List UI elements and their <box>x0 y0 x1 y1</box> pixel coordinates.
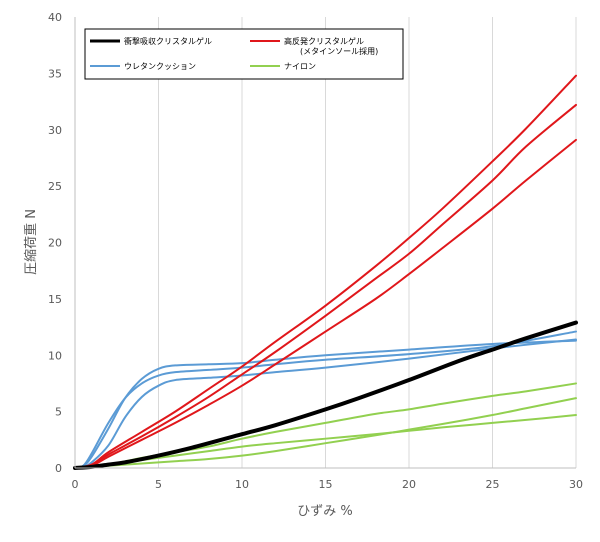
x-tick-label-1: 5 <box>155 478 162 491</box>
legend-sublabel-1: (メタインソール採用) <box>300 46 378 56</box>
series-line-1 <box>74 103 577 469</box>
series-line-9 <box>74 397 577 469</box>
x-tick-label-2: 10 <box>235 478 249 491</box>
x-tick-label-4: 20 <box>402 478 416 491</box>
series-line-6 <box>74 338 577 469</box>
legend-label-1: 高反発クリスタルゲル <box>284 36 364 46</box>
y-tick-label-7: 35 <box>48 67 62 80</box>
y-tick-label-3: 15 <box>48 293 62 306</box>
series-layer <box>73 74 578 470</box>
grid-layer <box>158 17 577 468</box>
legend-label-3: ナイロン <box>284 62 316 71</box>
legend-box <box>84 28 404 80</box>
y-tick-label-2: 10 <box>48 349 62 362</box>
y-tick-label-1: 5 <box>55 406 62 419</box>
legend-label-0: 衝撃吸収クリスタルゲル <box>124 36 212 46</box>
y-tick-label-5: 25 <box>48 180 62 193</box>
series-line-5 <box>74 330 577 469</box>
x-tick-label-3: 15 <box>319 478 333 491</box>
tick-layer: 0 5 10 15 20 25 30 0 5 10 15 20 25 30 35 40 <box>48 11 583 491</box>
series-line-0 <box>73 320 578 470</box>
y-tick-label-6: 30 <box>48 124 62 137</box>
series-line-4 <box>74 339 577 469</box>
x-axis-title: ひずみ % <box>297 504 353 519</box>
x-tick-label-5: 25 <box>486 478 500 491</box>
y-tick-label-4: 20 <box>48 237 62 250</box>
series-line-3 <box>74 138 577 469</box>
x-tick-label-6: 30 <box>569 478 583 491</box>
axes-layer <box>74 17 576 469</box>
y-axis-title: 圧縮荷重 N <box>23 209 39 275</box>
y-tick-label-8: 40 <box>48 11 62 24</box>
y-tick-label-0: 0 <box>55 462 62 475</box>
x-tick-label-0: 0 <box>72 478 79 491</box>
series-line-2 <box>74 74 577 469</box>
legend: 衝撃吸収クリスタルゲル 高反発クリスタルゲル (メタインソール採用) ウレタンク… <box>84 28 404 80</box>
legend-label-2: ウレタンクッション <box>124 62 196 71</box>
